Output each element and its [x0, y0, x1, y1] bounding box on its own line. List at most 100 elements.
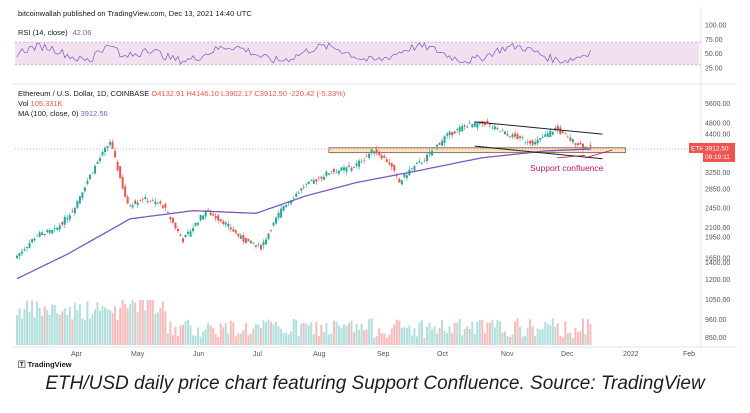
time-tick-label: Feb: [683, 351, 695, 358]
candle-body: [96, 162, 99, 164]
candle-body: [224, 222, 227, 225]
volume-bar: [488, 322, 491, 345]
candle-body: [375, 149, 378, 153]
candle-body: [174, 222, 177, 229]
candle-body: [428, 152, 431, 154]
candle-body: [529, 140, 532, 144]
candle-body: [378, 152, 381, 155]
volume-bar: [73, 303, 76, 345]
volume-bar: [21, 318, 24, 345]
volume-bar: [68, 306, 71, 345]
volume-bar: [285, 332, 288, 345]
candle-body: [400, 180, 403, 185]
volume-bar: [33, 317, 36, 345]
candle-body: [393, 164, 396, 171]
candle-body: [395, 175, 398, 177]
candle-body: [277, 213, 280, 218]
volume-bar: [441, 320, 444, 345]
volume-bar: [471, 321, 474, 345]
price-tag-box: [703, 142, 735, 162]
time-tick-label: Apr: [71, 351, 83, 358]
price-tick-label: 1650.00: [705, 255, 730, 262]
symbol-name: Ethereum / U.S. Dollar, 1D, COINBASE: [18, 89, 150, 98]
volume-label: Vol: [18, 99, 29, 108]
candle-body: [86, 180, 89, 184]
price-tick-label: 850.00: [705, 335, 727, 342]
candle-body: [272, 222, 275, 226]
candle-body: [146, 200, 149, 202]
candle-body: [214, 215, 217, 219]
candle-body: [458, 127, 461, 132]
candle-body: [579, 142, 582, 145]
candle-body: [488, 123, 491, 125]
volume-bar: [265, 322, 268, 345]
candle-body: [423, 160, 426, 162]
candle-body: [539, 137, 542, 140]
candle-body: [141, 199, 144, 201]
volume-bar: [380, 333, 383, 345]
volume-bar: [119, 307, 122, 345]
volume-bar: [561, 336, 564, 345]
candle-body: [68, 215, 71, 220]
volume-bar: [310, 322, 313, 345]
volume-bar: [335, 321, 338, 345]
candle-body: [166, 212, 169, 213]
candle-body: [63, 216, 66, 225]
candle-body: [317, 177, 320, 179]
volume-bar: [292, 318, 295, 345]
candle-body: [237, 233, 240, 237]
candle-body: [21, 251, 24, 254]
volume-bar: [373, 337, 376, 345]
candle-body: [297, 192, 300, 194]
volume-bar: [307, 325, 310, 345]
candle-body: [282, 206, 285, 211]
volume-bar: [315, 321, 318, 345]
volume-bar: [262, 320, 265, 345]
candle-body: [383, 155, 386, 158]
annotation-arrow: [557, 154, 586, 159]
candle-body: [169, 217, 172, 220]
candle-body: [551, 131, 554, 135]
volume-bar: [161, 301, 164, 345]
volume-bar: [498, 321, 501, 345]
volume-bar: [91, 314, 94, 345]
price-tick-label: 2850.00: [705, 186, 730, 193]
volume-bar: [461, 335, 464, 345]
rsi-legend: RSI (14, close) 42.06: [18, 28, 91, 37]
volume-bar: [297, 335, 300, 345]
figure-caption: ETH/USD daily price chart featuring Supp…: [45, 373, 705, 394]
volume-bar: [48, 314, 51, 345]
candle-body: [413, 165, 416, 171]
candle-body: [285, 204, 288, 208]
volume-bar: [229, 320, 232, 345]
volume-bar: [53, 305, 56, 345]
candle-body: [154, 201, 157, 205]
candle-body: [249, 240, 252, 244]
volume-bar: [154, 313, 157, 345]
volume-bar: [448, 326, 451, 345]
volume-bar: [511, 334, 514, 345]
annotation-label: Support confluence: [530, 163, 604, 173]
candle-body: [197, 222, 200, 225]
volume-bar: [571, 338, 574, 345]
rsi-band: [15, 42, 699, 65]
candle-body: [337, 170, 340, 174]
volume-bar: [204, 328, 207, 345]
volume-bar: [149, 300, 152, 345]
candle-body: [463, 125, 466, 127]
candle-body: [91, 172, 94, 174]
volume-bar: [176, 336, 179, 345]
candle-body: [348, 165, 351, 167]
volume-bar: [478, 320, 481, 345]
candle-body: [111, 141, 114, 149]
candle-body: [131, 205, 134, 208]
candle-body: [290, 200, 293, 204]
candle-body: [247, 238, 250, 242]
volume-bar: [458, 318, 461, 345]
rsi-value: 42.06: [72, 28, 92, 37]
volume-bar: [61, 311, 64, 345]
candle-body: [33, 238, 36, 241]
price-chart: 100.00 75.00 50.00 25.00 Support confluence 5…: [13, 7, 737, 358]
volume-bar: [370, 318, 373, 345]
candle-body: [232, 229, 235, 232]
